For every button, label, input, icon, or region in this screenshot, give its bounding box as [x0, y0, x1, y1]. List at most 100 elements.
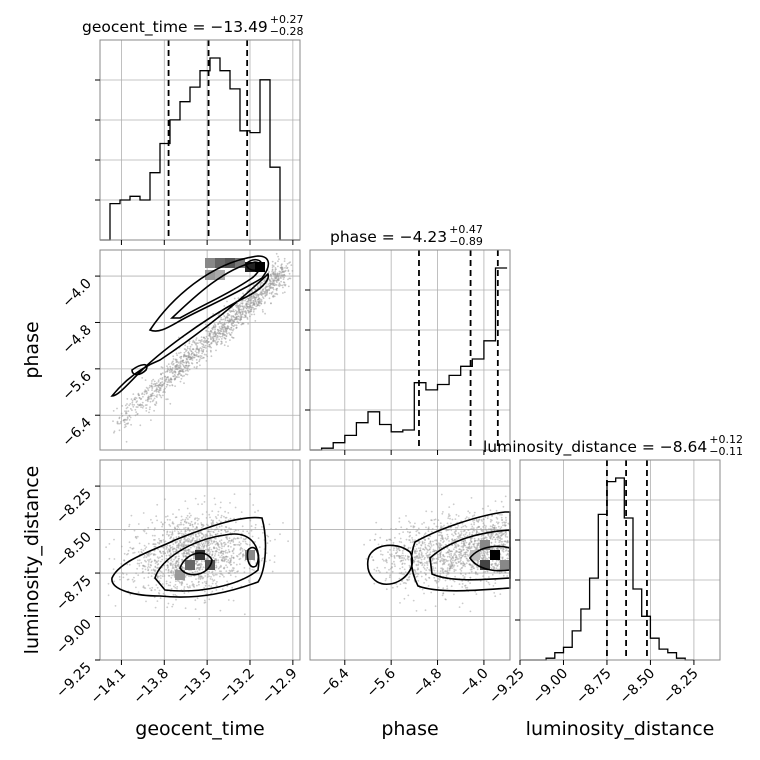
sample-point: [259, 293, 262, 296]
sample-point: [436, 540, 438, 542]
sample-point: [435, 557, 438, 560]
sample-point: [442, 560, 445, 563]
sample-point: [290, 264, 293, 266]
sample-point: [134, 396, 137, 399]
sample-point: [143, 586, 146, 589]
sample-point: [205, 517, 208, 519]
sample-point: [207, 330, 210, 333]
sample-point: [128, 404, 131, 407]
sample-point: [154, 527, 156, 530]
sample-point: [232, 538, 235, 541]
sample-point: [502, 505, 505, 508]
title-plus-error: +0.27: [270, 13, 304, 26]
sample-point: [214, 569, 217, 572]
sample-point: [145, 399, 147, 402]
sample-point: [151, 560, 153, 563]
sample-point: [207, 558, 210, 560]
sample-point: [469, 546, 472, 549]
sample-point: [225, 558, 228, 561]
sample-point: [471, 525, 474, 528]
sample-point: [135, 406, 138, 408]
sample-point: [194, 517, 197, 520]
sample-point: [221, 342, 223, 345]
sample-point: [201, 575, 203, 578]
sample-point: [133, 576, 135, 579]
sample-point: [283, 283, 285, 286]
sample-point: [470, 545, 473, 548]
sample-point: [212, 530, 215, 533]
sample-point: [176, 587, 178, 590]
sample-point: [157, 548, 160, 551]
sample-point: [429, 540, 432, 543]
sample-point: [271, 270, 273, 273]
sample-point: [284, 269, 287, 272]
sample-point: [172, 566, 174, 568]
density-cell: [185, 560, 195, 570]
title-minus-error: −0.28: [270, 25, 304, 38]
sample-point: [499, 513, 501, 516]
sample-point: [423, 564, 426, 567]
sample-point: [186, 507, 189, 510]
sample-point: [423, 521, 425, 524]
sample-point: [265, 277, 267, 280]
sample-point: [448, 569, 451, 572]
sample-point: [434, 605, 437, 608]
sample-point: [218, 338, 221, 341]
sample-point: [285, 265, 288, 267]
sample-point: [243, 571, 246, 574]
sample-point: [149, 587, 151, 590]
sample-point: [225, 531, 228, 534]
sample-point: [172, 537, 175, 540]
sample-point: [147, 569, 150, 572]
sample-point: [125, 411, 127, 414]
sample-point: [204, 542, 207, 544]
sample-point: [496, 571, 499, 573]
sample-point: [155, 515, 158, 518]
sample-point: [419, 549, 421, 552]
sample-point: [476, 545, 479, 548]
sample-point: [441, 557, 443, 560]
sample-point: [217, 514, 220, 516]
sample-point: [494, 541, 497, 543]
sample-point: [279, 533, 281, 536]
sample-point: [266, 293, 268, 296]
sample-point: [208, 343, 211, 346]
sample-point: [491, 538, 494, 541]
density-cell: [235, 258, 245, 268]
sample-point: [507, 550, 510, 552]
sample-point: [288, 272, 291, 275]
sample-point: [203, 572, 206, 575]
sample-point: [234, 543, 237, 546]
sample-point: [252, 299, 255, 302]
sample-point: [446, 573, 449, 575]
sample-point: [189, 546, 192, 549]
sample-point: [190, 357, 193, 359]
sample-point: [494, 562, 496, 565]
sample-point: [143, 556, 145, 559]
sample-point: [201, 544, 204, 546]
sample-point: [232, 310, 235, 312]
sample-point: [236, 320, 239, 323]
sample-point: [277, 255, 279, 258]
sample-point: [483, 524, 486, 527]
sample-point: [200, 542, 203, 545]
sample-point: [192, 557, 195, 560]
sample-point: [409, 539, 411, 542]
sample-point: [207, 573, 209, 576]
sample-point: [453, 568, 456, 571]
sample-point: [215, 338, 218, 341]
sample-point: [203, 495, 206, 497]
sample-point: [182, 523, 185, 526]
sample-point: [177, 336, 180, 339]
sample-point: [424, 578, 427, 580]
histogram-geocent_time: [100, 57, 300, 241]
sample-point: [166, 606, 169, 609]
sample-point: [185, 544, 188, 547]
sample-point: [494, 538, 497, 541]
sample-point: [467, 580, 470, 583]
sample-point: [182, 361, 185, 364]
sample-point: [128, 419, 131, 421]
sample-point: [415, 564, 418, 567]
sample-point: [200, 336, 203, 338]
sample-point: [191, 362, 194, 365]
